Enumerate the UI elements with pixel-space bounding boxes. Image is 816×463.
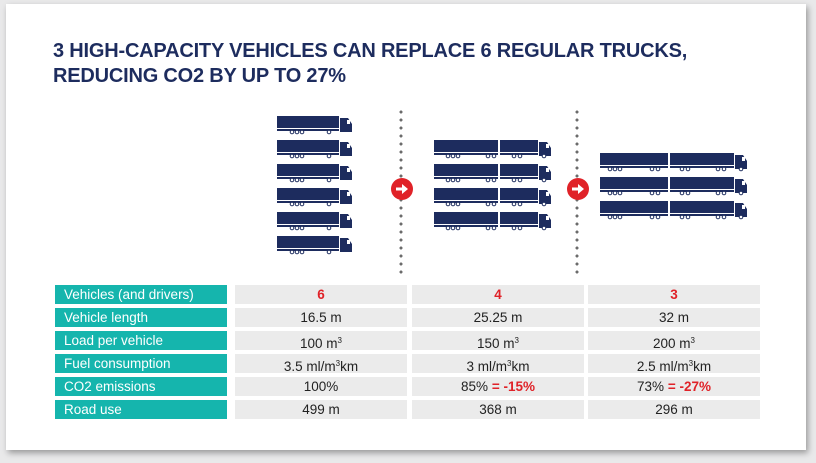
row-label: Vehicles (and drivers) bbox=[55, 285, 227, 304]
cell-value: 100% bbox=[303, 379, 339, 394]
truck-icon bbox=[434, 163, 552, 188]
cell-unit: km bbox=[511, 359, 530, 374]
cell-reduction: = -15% bbox=[488, 379, 535, 394]
truck-icon bbox=[600, 176, 748, 201]
table-cell: 2.5 ml/m3km bbox=[588, 354, 760, 374]
truck-icon bbox=[434, 211, 552, 236]
cell-value: 73% bbox=[637, 379, 665, 394]
cell-value: 6 bbox=[317, 287, 325, 302]
truck-icon bbox=[277, 115, 353, 140]
cell-value: 200 m bbox=[653, 336, 691, 351]
cell-value: 4 bbox=[494, 287, 502, 302]
cell-value: 3 ml/m bbox=[466, 359, 508, 374]
row-label: Road use bbox=[55, 400, 227, 419]
table-cell: 200 m3 bbox=[588, 331, 760, 351]
row-label: CO2 emissions bbox=[55, 377, 227, 396]
table-cell: 499 m bbox=[235, 400, 407, 419]
title-line-2: REDUCING CO2 BY UP TO 27% bbox=[53, 65, 346, 87]
truck-icon bbox=[277, 235, 353, 260]
cell-superscript: 3 bbox=[514, 336, 519, 345]
row-label: Fuel consumption bbox=[55, 354, 227, 373]
table-cell: 150 m3 bbox=[412, 331, 584, 351]
table-cell: 25.25 m bbox=[412, 308, 584, 327]
infographic-card: 3 HIGH-CAPACITY VEHICLES CAN REPLACE 6 R… bbox=[6, 4, 806, 450]
cell-superscript: 3 bbox=[337, 336, 342, 345]
row-label: Vehicle length bbox=[55, 308, 227, 327]
cell-superscript: 3 bbox=[688, 359, 694, 368]
table-cell: 6 bbox=[235, 285, 407, 304]
truck-icon bbox=[434, 139, 552, 164]
table-cell: 3 bbox=[588, 285, 760, 304]
cell-value: 499 m bbox=[302, 402, 340, 417]
truck-icon bbox=[277, 139, 353, 164]
truck-icon bbox=[600, 200, 748, 225]
table-cell: 3.5 ml/m3km bbox=[235, 354, 407, 374]
cell-value: 25.25 m bbox=[473, 310, 523, 325]
table-cell: 3 ml/m3km bbox=[412, 354, 584, 374]
truck-icon bbox=[277, 163, 353, 188]
table-cell: 32 m bbox=[588, 308, 760, 327]
cell-unit: km bbox=[693, 359, 712, 374]
table-cell: 16.5 m bbox=[235, 308, 407, 327]
cell-value: 32 m bbox=[658, 310, 689, 325]
cell-value: 3.5 ml/m bbox=[283, 359, 336, 374]
row-label: Load per vehicle bbox=[55, 331, 227, 350]
table-cell: 85% = -15% bbox=[412, 377, 584, 396]
cell-unit: km bbox=[340, 359, 359, 374]
arrow-right-icon bbox=[567, 178, 589, 200]
cell-superscript: 3 bbox=[335, 359, 341, 368]
table-cell: 296 m bbox=[588, 400, 760, 419]
cell-value: 296 m bbox=[655, 402, 693, 417]
cell-superscript: 3 bbox=[507, 359, 512, 368]
cell-superscript: 3 bbox=[690, 336, 695, 345]
table-cell: 100% bbox=[235, 377, 407, 396]
cell-value: 3 bbox=[670, 287, 678, 302]
cell-value: 85% bbox=[461, 379, 489, 394]
table-cell: 368 m bbox=[412, 400, 584, 419]
truck-icon bbox=[277, 187, 353, 212]
arrow-right-icon bbox=[391, 178, 413, 200]
cell-value: 368 m bbox=[479, 402, 517, 417]
truck-icon bbox=[277, 211, 353, 236]
table-cell: 73% = -27% bbox=[588, 377, 760, 396]
table-cell: 4 bbox=[412, 285, 584, 304]
cell-value: 150 m bbox=[477, 336, 515, 351]
cell-value: 100 m bbox=[300, 336, 338, 351]
truck-icon bbox=[434, 187, 552, 212]
cell-value: 2.5 ml/m bbox=[636, 359, 689, 374]
cell-value: 16.5 m bbox=[300, 310, 342, 325]
page-title: 3 HIGH-CAPACITY VEHICLES CAN REPLACE 6 R… bbox=[53, 39, 753, 89]
table-cell: 100 m3 bbox=[235, 331, 407, 351]
title-line-1: 3 HIGH-CAPACITY VEHICLES CAN REPLACE 6 R… bbox=[53, 40, 688, 62]
cell-reduction: = -27% bbox=[664, 379, 711, 394]
truck-icon bbox=[600, 152, 748, 177]
